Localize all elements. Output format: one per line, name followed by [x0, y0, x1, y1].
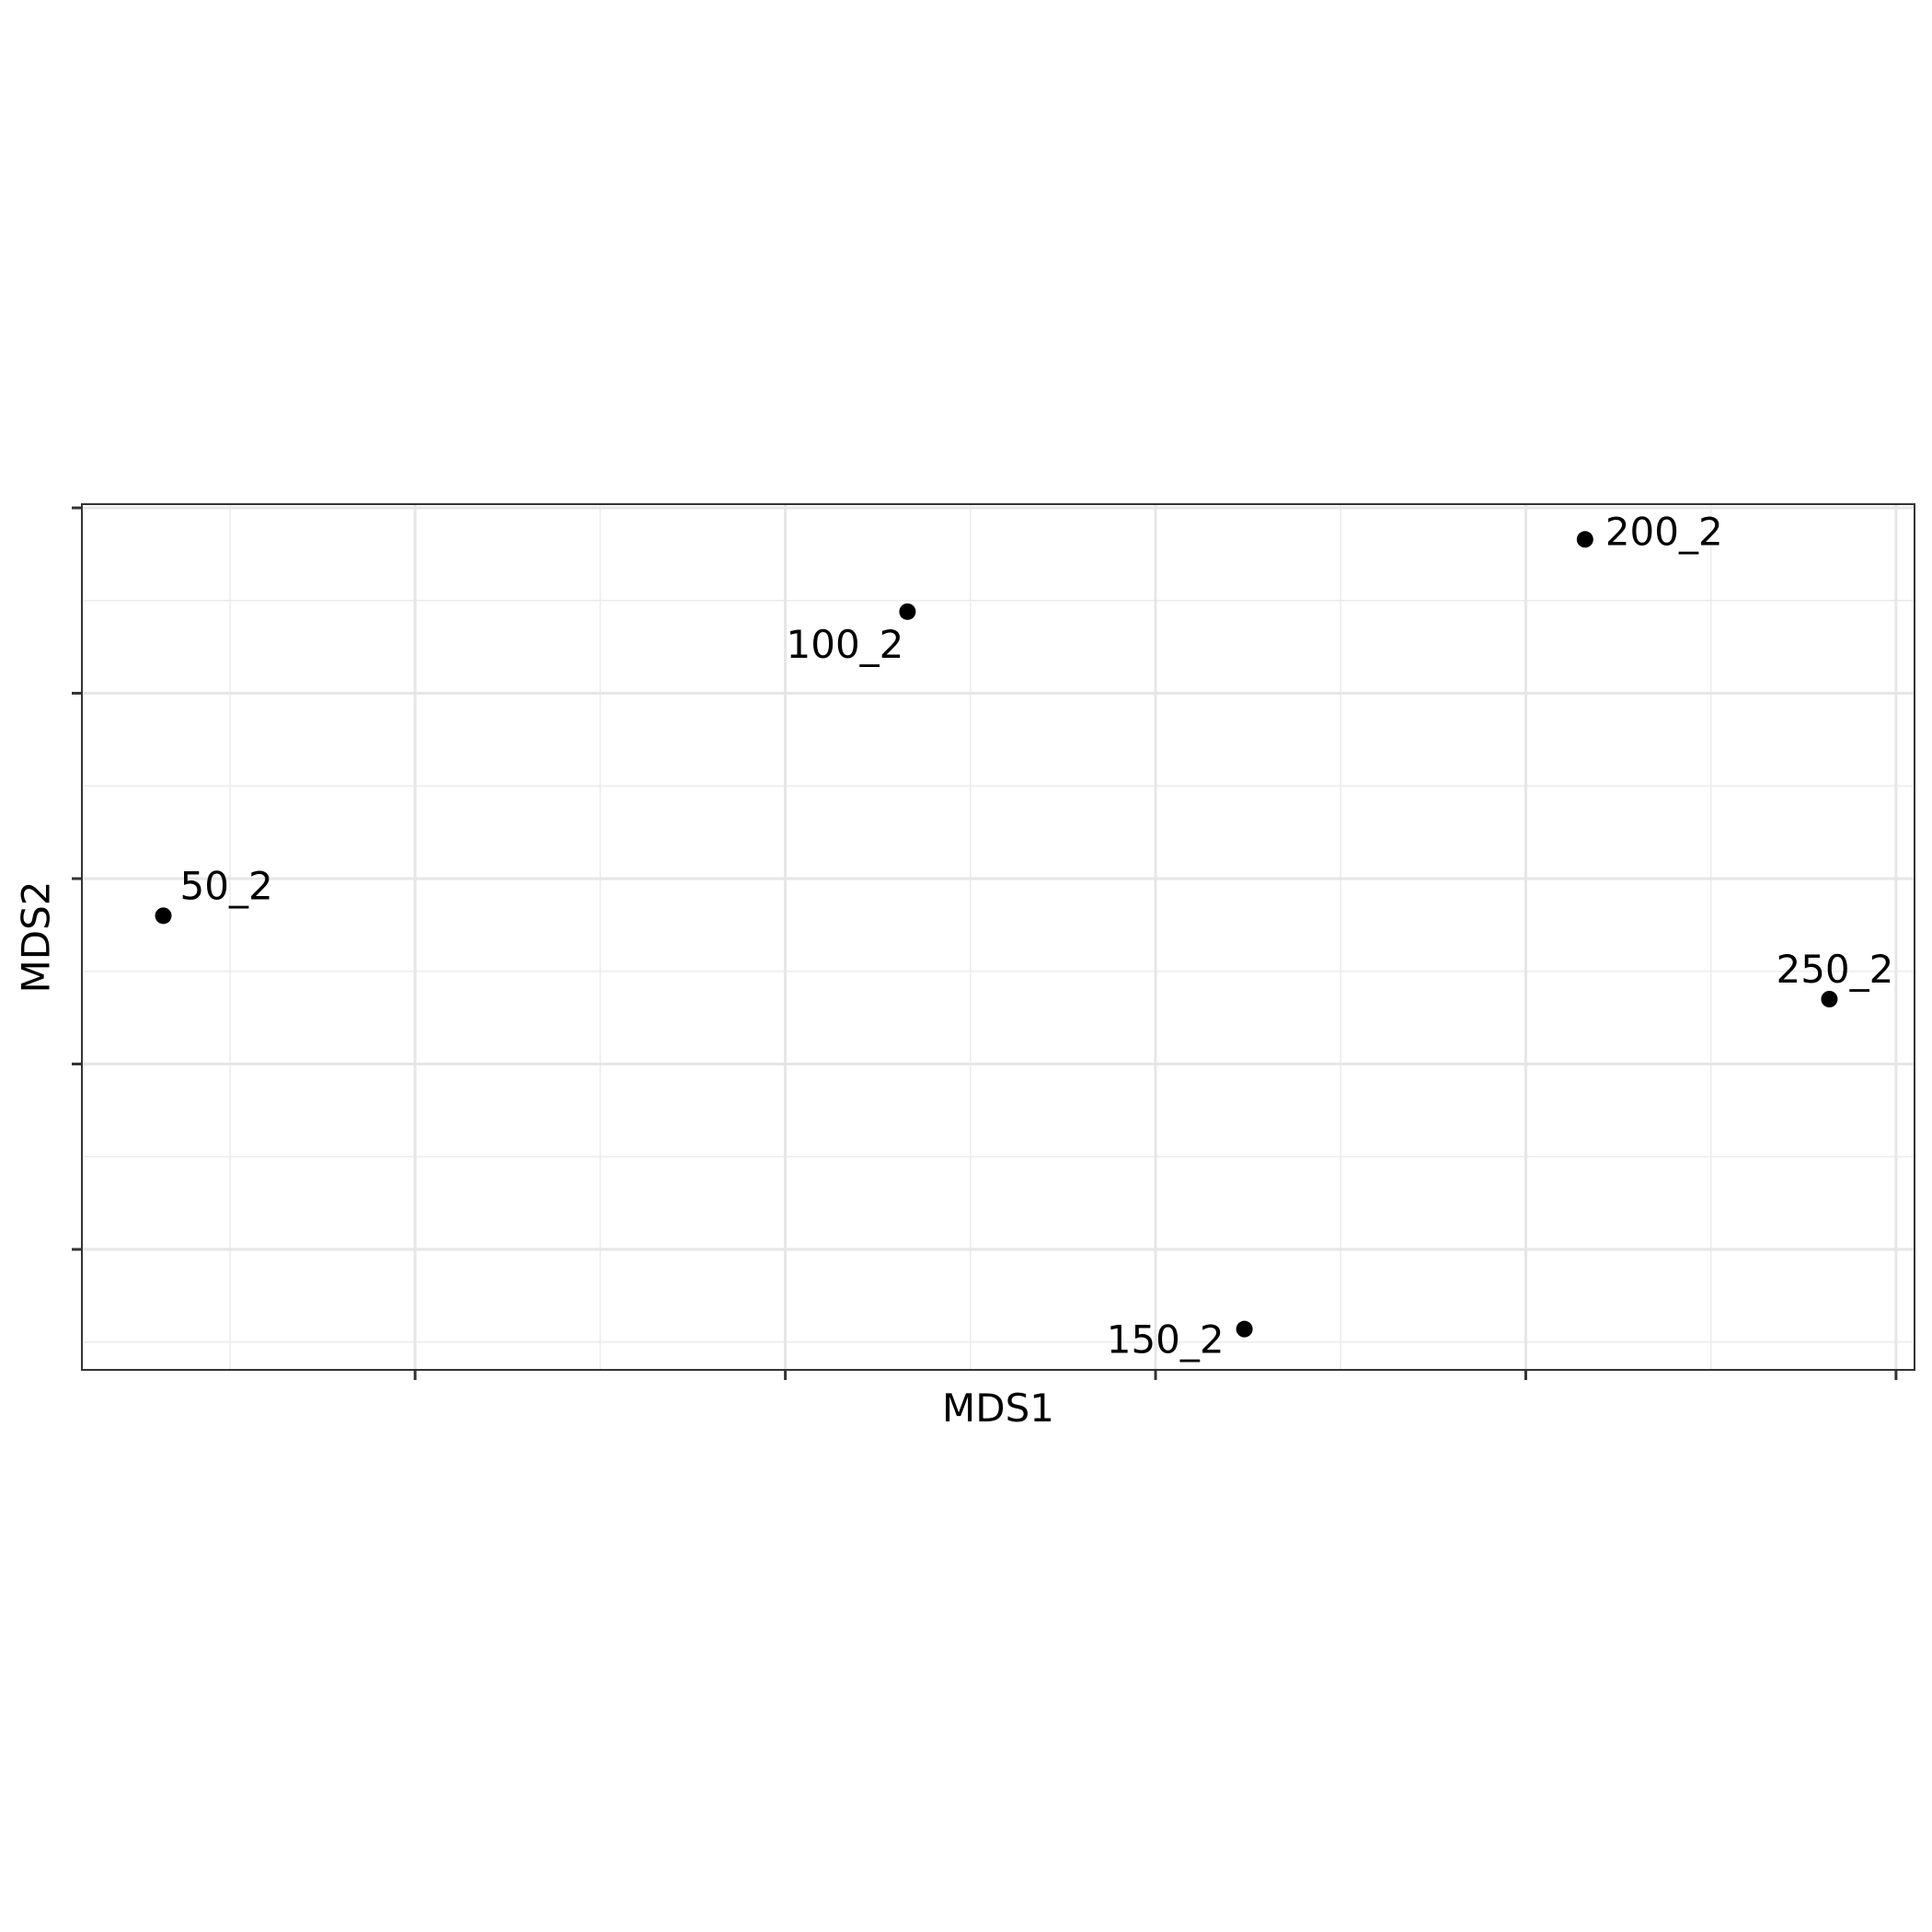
point-label: 250_2: [1776, 947, 1893, 992]
data-point: [899, 603, 916, 620]
y-axis-title: MDS2: [14, 881, 59, 994]
data-point: [1821, 991, 1838, 1008]
data-point: [1576, 531, 1593, 548]
point-label: 100_2: [787, 622, 904, 667]
grid-minor: [82, 504, 1915, 1370]
point-label: 150_2: [1107, 1317, 1225, 1363]
data-point: [155, 907, 172, 925]
point-label: 200_2: [1605, 509, 1723, 554]
data-points: [155, 531, 1838, 1338]
axis-ticks: [72, 506, 1898, 1380]
plot-panel-border: [81, 503, 1915, 1371]
point-label: 50_2: [180, 863, 273, 908]
data-point: [1236, 1320, 1253, 1338]
point-labels: 50_2 100_2 150_2 200_2 250_2: [180, 509, 1894, 1362]
grid-major: [82, 504, 1915, 1370]
x-axis-title: MDS1: [942, 1386, 1054, 1431]
